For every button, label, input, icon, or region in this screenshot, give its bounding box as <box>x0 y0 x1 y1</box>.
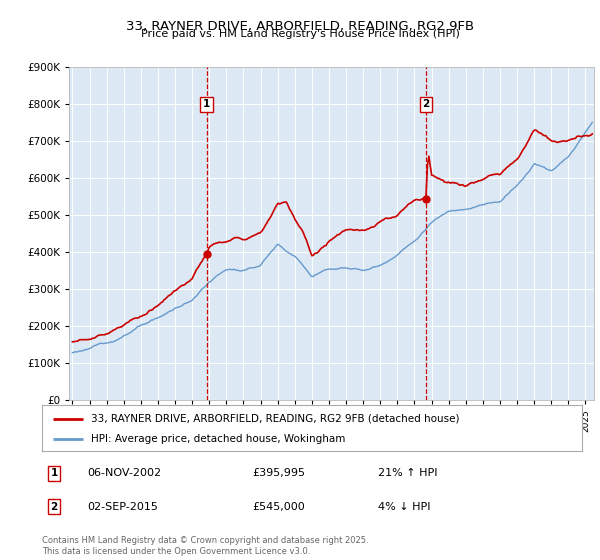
Text: 21% ↑ HPI: 21% ↑ HPI <box>378 468 437 478</box>
Text: 02-SEP-2015: 02-SEP-2015 <box>87 502 158 512</box>
Text: £395,995: £395,995 <box>252 468 305 478</box>
Text: 1: 1 <box>50 468 58 478</box>
Text: HPI: Average price, detached house, Wokingham: HPI: Average price, detached house, Woki… <box>91 435 345 444</box>
Text: 2: 2 <box>422 99 430 109</box>
Text: £545,000: £545,000 <box>252 502 305 512</box>
Text: 2: 2 <box>50 502 58 512</box>
Text: 4% ↓ HPI: 4% ↓ HPI <box>378 502 431 512</box>
Text: 06-NOV-2002: 06-NOV-2002 <box>87 468 161 478</box>
Text: Contains HM Land Registry data © Crown copyright and database right 2025.
This d: Contains HM Land Registry data © Crown c… <box>42 536 368 556</box>
Text: 1: 1 <box>203 99 210 109</box>
Text: 33, RAYNER DRIVE, ARBORFIELD, READING, RG2 9FB: 33, RAYNER DRIVE, ARBORFIELD, READING, R… <box>126 20 474 32</box>
Text: 33, RAYNER DRIVE, ARBORFIELD, READING, RG2 9FB (detached house): 33, RAYNER DRIVE, ARBORFIELD, READING, R… <box>91 414 459 424</box>
Text: Price paid vs. HM Land Registry's House Price Index (HPI): Price paid vs. HM Land Registry's House … <box>140 29 460 39</box>
